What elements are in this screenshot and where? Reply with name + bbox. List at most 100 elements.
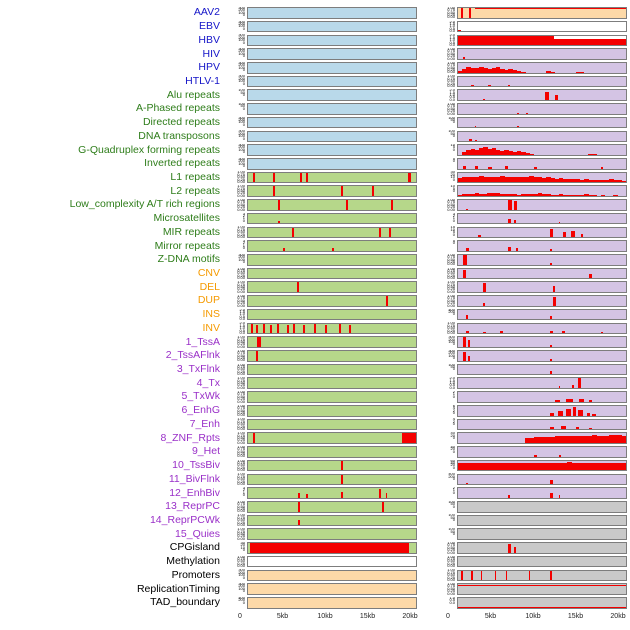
track-row: EBV 300 200 100 0 2.0 1.5 1.0 0.5 0.0: [0, 20, 630, 34]
signal-mark: [495, 149, 501, 155]
panel-right: [457, 473, 627, 486]
signal-mark: [508, 85, 511, 87]
row-label: Promoters: [171, 568, 220, 581]
signal-mark: [550, 178, 555, 183]
y-ticks-right: 60 40 20 0: [450, 459, 455, 470]
signal-mark: [572, 385, 575, 389]
signal-mark: [605, 179, 610, 183]
signal-mark: [521, 462, 526, 471]
y-ticks-left: 300 200 100 0: [238, 569, 245, 580]
signal-mark: [554, 436, 560, 443]
track-row: Directed repeats 300 200 100 0 100 50 0: [0, 116, 630, 130]
row-label: Methylation: [166, 555, 220, 568]
signal-mark: [298, 493, 301, 498]
row-label: 4_Tx: [196, 376, 220, 389]
signal-mark: [508, 193, 513, 196]
panel-left: [247, 103, 417, 115]
y-ticks-left: 1.00 0.75 0.50 0.25 0.00: [237, 418, 245, 431]
y-ticks-left: 300 200 100 0: [238, 253, 245, 265]
panel-right: [457, 281, 627, 294]
x-tick-label: 0: [446, 612, 450, 620]
signal-mark: [505, 570, 508, 581]
panel-left: [247, 308, 417, 321]
signal-mark: [600, 436, 606, 443]
signal-mark: [516, 177, 522, 183]
track-row: DNA transposons 300 200 100 0 100 50 0: [0, 129, 630, 143]
track-row: HPV 300 200 100 0 1.00 0.75 0.50 0.25 0.…: [0, 61, 630, 75]
row-label: Directed repeats: [142, 116, 220, 129]
signal-mark: [512, 151, 518, 155]
panel-right: [457, 185, 627, 197]
signal-mark: [382, 501, 385, 512]
track-row: MIR repeats 1.00 0.75 0.50 0.25 0.00 15 …: [0, 226, 630, 240]
signal-mark: [566, 398, 574, 402]
y-ticks-left: 1.00 0.75 0.50 0.25 0.00: [237, 281, 245, 294]
signal-mark: [552, 286, 556, 293]
signal-mark: [263, 323, 266, 334]
y-ticks-right: 2.0 1.5 1.0 0.5 0.0: [449, 377, 455, 390]
signal-mark: [487, 148, 492, 155]
signal-mark: [596, 462, 602, 471]
signal-mark: [621, 180, 626, 183]
signal-mark: [483, 176, 488, 183]
signal-mark: [621, 462, 626, 471]
signal-mark: [346, 200, 349, 210]
panel-right: [457, 254, 627, 266]
track-row: DEL 1.00 0.75 0.50 0.25 0.00 1.00 0.75 0…: [0, 280, 630, 294]
signal-mark: [479, 193, 484, 196]
y-ticks-left: 300 200 100 0: [238, 34, 245, 45]
signal-mark: [491, 177, 497, 183]
panel-right: [457, 116, 627, 129]
panel-right: [457, 569, 627, 582]
signal-mark: [579, 179, 585, 183]
signal-mark: [550, 315, 553, 320]
signal-mark: [592, 154, 597, 155]
signal-mark: [525, 152, 530, 155]
y-ticks-right: 1.00 0.75 0.50 0.25 0.00: [447, 267, 455, 280]
row-label: L2 repeats: [170, 184, 220, 197]
signal-mark: [525, 462, 530, 471]
panel-left: [247, 459, 417, 472]
panel-right: [457, 542, 627, 554]
signal-mark: [525, 176, 530, 183]
y-ticks-left: 100 50 0: [238, 102, 245, 111]
x-axis-row: 0 5kb 10kb 15kb 20kb 0 5kb 10kb 15kb 20kb: [0, 610, 630, 628]
row-label: HIV: [202, 47, 220, 60]
signal-mark: [550, 480, 553, 485]
track-row: INS 2.0 1.5 1.0 0.5 0.0 400 200 0: [0, 308, 630, 322]
panel-right: [457, 459, 627, 472]
signal-mark: [508, 177, 513, 183]
panel-right: [457, 487, 627, 499]
track-row: HBV 300 200 100 0 2.0 1.5 1.0 0.5 0.0: [0, 33, 630, 47]
signal-mark: [529, 194, 534, 196]
panel-left: [247, 473, 417, 486]
signal-mark: [508, 218, 511, 224]
signal-mark: [550, 330, 553, 334]
track-row: Low_complexity A/T rich regions 1.00 0.7…: [0, 198, 630, 212]
signal-mark: [491, 192, 497, 196]
signal-mark: [291, 227, 294, 238]
signal-mark: [537, 437, 543, 443]
row-label: G-Quadruplex forming repeats: [78, 143, 220, 156]
y-ticks-left: 1.00 0.75 0.50 0.25 0.00: [237, 528, 245, 541]
signal-mark: [325, 324, 328, 334]
panel-left: [247, 20, 417, 33]
signal-mark: [256, 324, 259, 334]
signal-mark: [550, 71, 555, 73]
y-ticks-left: 300 200 100 0: [238, 157, 245, 168]
row-label: A-Phased repeats: [135, 102, 220, 115]
y-ticks-left: 1.00 0.75 0.50 0.25 0.00: [237, 459, 245, 472]
signal-mark: [487, 462, 492, 471]
row-label: AAV2: [193, 6, 220, 19]
panel-right: [457, 130, 627, 143]
signal-mark: [487, 177, 492, 183]
signal-mark: [558, 194, 564, 196]
track-row: AAV2 300 200 100 0 1.00 0.75 0.50 0.25 0…: [0, 6, 630, 20]
y-ticks-left: 1.00 0.75 0.50 0.25 0.00: [237, 445, 245, 458]
signal-mark: [491, 463, 497, 471]
row-label: HBV: [198, 33, 220, 46]
signal-mark: [525, 194, 530, 196]
row-label: Alu repeats: [166, 88, 220, 101]
signal-mark: [474, 67, 480, 73]
